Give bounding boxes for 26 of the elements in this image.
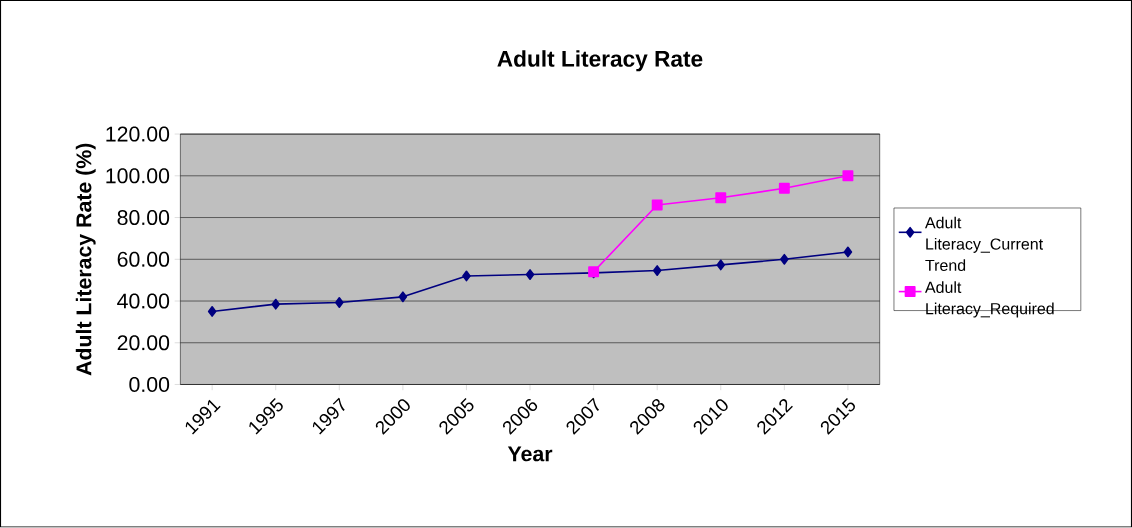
point — [271, 298, 281, 310]
x-axis-title: Year — [507, 446, 553, 462]
y-tick-label: 20.00 — [117, 335, 170, 351]
point — [462, 270, 471, 282]
y-tick-label: 120.00 — [106, 126, 170, 142]
point — [335, 297, 344, 309]
y-axis-title: Adult Literacy Rate (%) — [75, 143, 96, 376]
y-tick-label: 80.00 — [117, 210, 170, 226]
y-tick-label: 0.00 — [129, 377, 170, 393]
point — [651, 199, 663, 211]
legend-label: Adult Literacy_Current Trend — [924, 216, 1043, 272]
point — [525, 269, 535, 281]
point — [398, 291, 408, 303]
legend-label: Adult Literacy_Required — [924, 281, 1054, 318]
point — [716, 259, 726, 271]
point — [652, 265, 662, 277]
y-tick-label: 60.00 — [117, 251, 170, 268]
point — [843, 246, 853, 258]
y-tick-label: 40.00 — [117, 293, 170, 309]
point — [715, 192, 727, 204]
point — [778, 183, 790, 195]
point — [842, 170, 854, 182]
y-tick-label: 100.00 — [106, 168, 170, 184]
point — [207, 306, 217, 318]
chart-title: Adult Literacy Rate — [497, 50, 703, 72]
point — [780, 254, 789, 265]
